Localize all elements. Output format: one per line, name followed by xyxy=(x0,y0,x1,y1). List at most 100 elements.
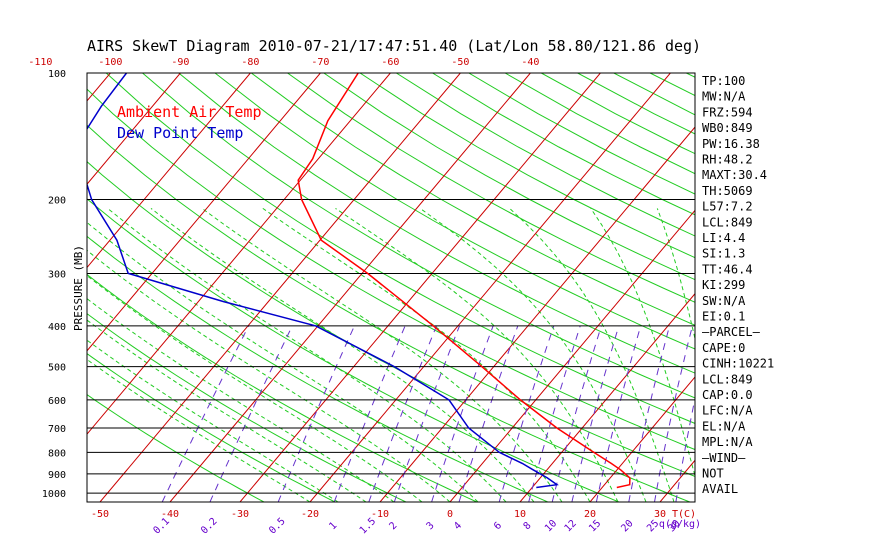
bottom-temp-tick-label: -10 xyxy=(371,509,389,520)
top-temp-tick-label: -60 xyxy=(381,57,399,68)
moist-adiabat-line xyxy=(419,207,647,502)
stat-value: KI:299 xyxy=(702,278,745,292)
isotherm-line xyxy=(87,73,111,102)
stat-value: LI:4.4 xyxy=(702,231,745,245)
mixing-ratio-line xyxy=(393,325,460,502)
isotherm-line xyxy=(659,459,695,502)
stat-value: TH:5069 xyxy=(702,184,753,198)
dry-adiabat-line xyxy=(87,124,695,477)
dry-adiabat-line xyxy=(468,73,695,195)
stat-value: PW:16.38 xyxy=(702,137,760,151)
isotherm-line xyxy=(519,292,695,502)
top-temp-tick-label: -70 xyxy=(311,57,329,68)
moist-adiabat-line xyxy=(87,274,423,502)
top-temp-tick-label: -50 xyxy=(451,57,469,68)
plot-frame xyxy=(86,72,696,503)
bottom-temp-tick-label: 20 xyxy=(584,509,596,520)
moist-adiabat-line xyxy=(656,208,695,341)
pressure-tick-label: 300 xyxy=(48,269,66,280)
stat-value: L57:7.2 xyxy=(702,200,753,214)
dry-adiabat-line xyxy=(287,73,695,303)
isotherm-line xyxy=(87,73,321,352)
mixing-ratio-label: 15 xyxy=(587,518,603,534)
dry-adiabat-line xyxy=(87,393,265,502)
dry-adiabat-line xyxy=(87,352,336,502)
moist-adiabat-line xyxy=(509,208,675,502)
mixing-ratio-label: 20 xyxy=(619,518,635,534)
mixing-ratio-label: 0.2 xyxy=(199,516,220,537)
isotherm-line xyxy=(309,73,671,502)
x-axis-label: T(C) xyxy=(672,509,696,520)
moist-adiabat-line xyxy=(590,208,695,478)
dry-adiabat-line xyxy=(214,73,695,350)
ambient-air-temp-line xyxy=(297,73,631,489)
dry-adiabat-line xyxy=(432,73,695,216)
stat-value: LCL:849 xyxy=(702,215,753,229)
mixing-ratio-unit-label: q(g/kg) xyxy=(659,519,701,530)
dry-adiabat-line xyxy=(251,73,695,326)
stat-value: WB0:849 xyxy=(702,121,753,135)
stat-value: NOT xyxy=(702,467,724,481)
moist-adiabat-line xyxy=(335,207,619,502)
bottom-temp-tick-label: -50 xyxy=(91,509,109,520)
stat-value: EI:0.1 xyxy=(702,310,745,324)
dry-adiabat-line xyxy=(396,73,695,237)
pressure-tick-label: 100 xyxy=(48,69,66,80)
mixing-ratio-line xyxy=(431,325,494,502)
dry-adiabat-line xyxy=(105,73,695,424)
moist-adiabat-line xyxy=(262,207,591,502)
dry-adiabat-line xyxy=(649,73,695,97)
plot-area xyxy=(0,73,695,502)
pressure-tick-label: 400 xyxy=(48,322,66,333)
top-temp-tick-label: -110 xyxy=(28,57,52,68)
mixing-ratio-line xyxy=(458,325,519,502)
stat-value: —PARCEL— xyxy=(702,325,761,339)
stat-value: SI:1.3 xyxy=(702,247,745,261)
top-temp-tick-label: -90 xyxy=(171,57,189,68)
mixing-ratio-line xyxy=(571,325,620,502)
bottom-temp-tick-label: -30 xyxy=(231,509,249,520)
mixing-ratio-line xyxy=(628,325,670,502)
isotherm-line xyxy=(99,73,461,502)
mixing-ratio-line xyxy=(551,325,602,502)
stat-value: RH:48.2 xyxy=(702,153,753,167)
top-temp-tick-label: -80 xyxy=(241,57,259,68)
moist-adiabat-line xyxy=(201,207,563,502)
mixing-ratio-line xyxy=(161,325,250,502)
mixing-ratio-line xyxy=(528,325,581,502)
dry-adiabat-line xyxy=(87,198,619,502)
moist-adiabat-line xyxy=(107,208,507,502)
mixing-ratio-label: 10 xyxy=(543,518,559,534)
dry-adiabat-line xyxy=(359,73,695,259)
mixing-ratio-line xyxy=(595,325,642,502)
dry-adiabat-line xyxy=(87,160,690,502)
top-temp-tick-label: -100 xyxy=(98,57,122,68)
moist-adiabat-line xyxy=(87,339,339,502)
stat-value: MW:N/A xyxy=(702,90,746,104)
isotherm-line xyxy=(0,73,40,502)
mixing-ratio-label: 0.5 xyxy=(267,516,288,537)
bottom-temp-tick-label: 30 xyxy=(654,509,666,520)
stat-value: CAPE:0 xyxy=(702,341,745,355)
mixing-ratio-line xyxy=(498,325,555,502)
moist-adiabat-line xyxy=(87,358,311,502)
pressure-tick-label: 700 xyxy=(48,424,66,435)
stat-value: FRZ:594 xyxy=(702,105,753,119)
mixing-ratio-label: 2 xyxy=(387,520,399,532)
stat-value: CINH:10221 xyxy=(702,357,774,371)
mixing-ratio-label: 12 xyxy=(563,518,579,534)
isotherm-line xyxy=(589,376,695,502)
isotherm-line xyxy=(87,73,181,185)
isotherm-line xyxy=(87,73,391,435)
mixing-ratio-line xyxy=(333,325,406,502)
dry-adiabat-line xyxy=(178,73,695,374)
moist-adiabat-line xyxy=(150,208,535,502)
pressure-tick-label: 600 xyxy=(48,396,66,407)
mixing-ratio-line xyxy=(675,396,695,502)
dew-point-temp-line xyxy=(87,73,559,489)
isotherm-line xyxy=(239,73,601,502)
pressure-tick-label: 500 xyxy=(48,363,66,374)
stat-value: AVAIL xyxy=(702,482,738,496)
